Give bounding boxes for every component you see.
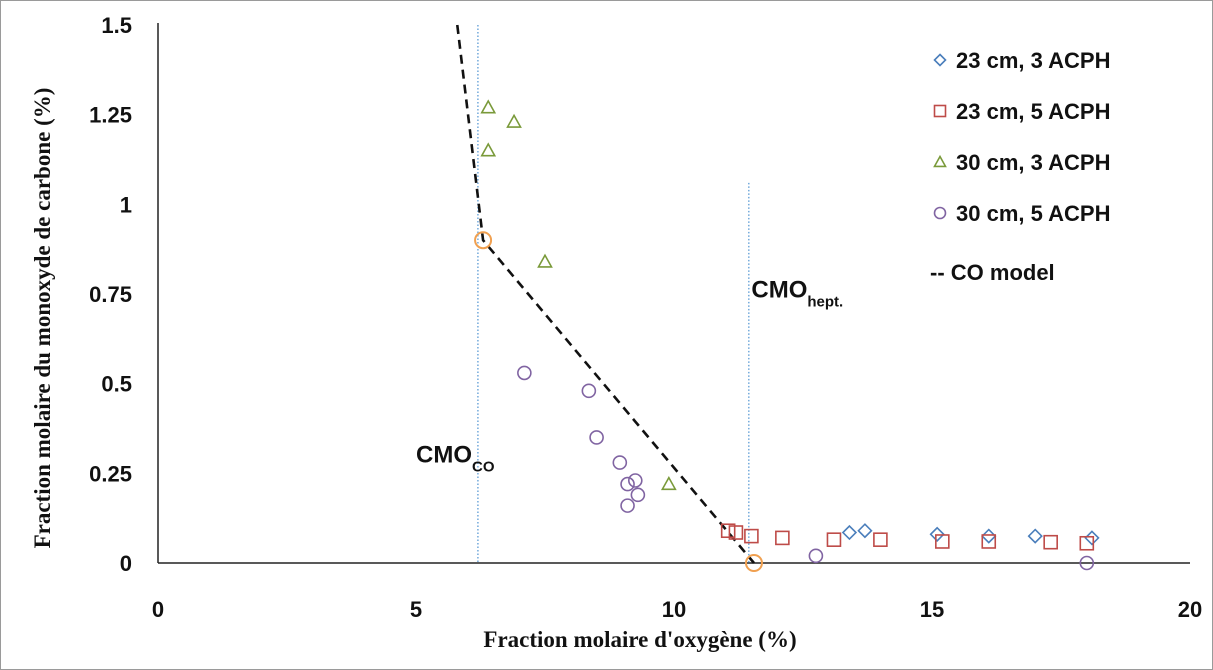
reference-line-label: CMOhept.	[751, 277, 843, 311]
data-point	[627, 473, 643, 488]
data-point	[720, 523, 736, 539]
data-point	[857, 523, 873, 539]
highlight-point	[474, 231, 493, 250]
data-point	[744, 528, 759, 544]
legend-label: -- CO model	[930, 260, 1055, 285]
data-point	[929, 526, 945, 542]
data-point	[612, 455, 628, 470]
data-point	[620, 498, 635, 513]
data-point	[660, 475, 677, 491]
data-point	[1079, 555, 1095, 571]
data-point	[517, 365, 532, 381]
data-point	[1079, 535, 1095, 551]
legend-label: 23 cm, 5 ACPH	[956, 99, 1110, 124]
legend-marker	[933, 104, 947, 118]
data-point	[506, 113, 522, 128]
y-tick-label: 0.25	[89, 461, 132, 486]
data-point	[981, 534, 997, 549]
data-point	[1043, 534, 1058, 550]
legend-label: 23 cm, 3 ACPH	[956, 48, 1110, 73]
axes	[157, 23, 1190, 564]
data-point	[480, 99, 497, 114]
data-point	[589, 430, 604, 445]
data-point	[981, 528, 997, 544]
legend: 23 cm, 3 ACPH 23 cm, 5 ACPH 30 cm, 3 ACPH 3…	[930, 48, 1110, 285]
x-tick-label: 10	[662, 597, 686, 622]
legend-marker	[933, 53, 947, 67]
data-point	[581, 383, 597, 399]
data-point	[620, 476, 635, 492]
legend-marker	[933, 154, 947, 168]
x-tick-label: 20	[1178, 597, 1202, 622]
legend-label: 30 cm, 5 ACPH	[956, 201, 1110, 226]
data-point	[808, 548, 824, 564]
data-point	[728, 525, 744, 540]
x-tick-label: 15	[920, 597, 944, 622]
x-tick-label: 5	[410, 597, 422, 622]
highlight-point	[744, 554, 763, 572]
data-point	[1027, 528, 1043, 544]
data-point	[1084, 530, 1100, 546]
data-point	[480, 142, 497, 157]
y-tick-label: 0.75	[89, 282, 132, 307]
y-tick-label: 1	[120, 192, 132, 217]
x-tick-label: 0	[152, 597, 164, 622]
y-tick-label: 1.25	[89, 103, 132, 128]
data-point	[841, 524, 858, 541]
data-point	[537, 253, 553, 268]
y-tick-label: 1.5	[101, 13, 132, 38]
reference-line-label: CMOCO	[416, 442, 495, 476]
reference-lines	[477, 25, 750, 563]
x-axis-title: Fraction molaire d'oxygène (%)	[483, 627, 796, 652]
y-tick-label: 0	[120, 551, 132, 576]
tick-labels: 0 5 10 15 20 0 0.25 0.5 0.75 1 1.25 1.5	[89, 13, 1202, 622]
legend-marker	[933, 206, 947, 220]
co-model-dashed-line	[455, 24, 755, 564]
annotations: CMOCO CMOhept.	[416, 277, 843, 476]
y-tick-label: 0.5	[101, 372, 132, 397]
data-point	[935, 534, 950, 549]
legend-label: 30 cm, 3 ACPH	[956, 150, 1110, 175]
data-point	[775, 530, 790, 546]
y-axis-title: Fraction molaire du monoxyde de carbone …	[30, 88, 55, 549]
data-points	[474, 99, 1100, 572]
data-point	[873, 532, 888, 547]
co-model-line	[455, 24, 755, 564]
data-point	[630, 487, 646, 503]
data-point	[826, 532, 842, 547]
